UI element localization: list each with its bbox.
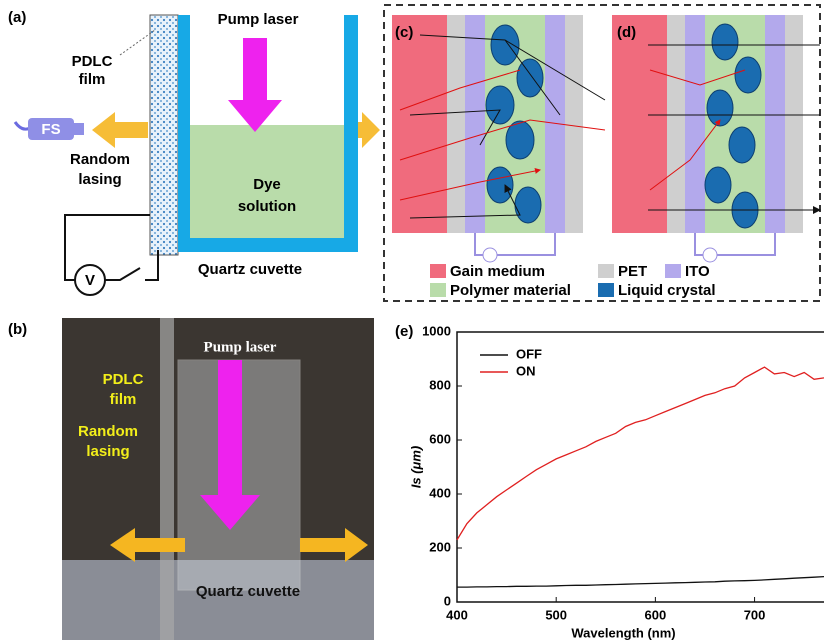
y-tick-label: 200	[429, 539, 451, 554]
label: Quartz cuvette	[196, 583, 300, 600]
label: PDLC	[103, 371, 144, 388]
pdlc-film	[150, 15, 178, 255]
label: PDLC	[72, 53, 113, 70]
photo-film	[160, 318, 174, 640]
legend-label: ON	[516, 363, 536, 378]
legend-label: PET	[618, 263, 647, 280]
label: lasing	[78, 171, 121, 188]
lc-droplet	[517, 59, 543, 97]
panel-label: (a)	[8, 9, 26, 26]
pet-layer	[667, 15, 685, 233]
y-tick-label: 800	[429, 377, 451, 392]
x-tick-label: 700	[744, 607, 766, 622]
lc-droplet	[486, 86, 514, 124]
lc-droplet	[712, 24, 738, 60]
panel-d: (d)	[612, 15, 820, 262]
y-tick-label: 0	[444, 593, 451, 608]
x-tick-label: 600	[645, 607, 667, 622]
label: Dye	[253, 176, 281, 193]
panel-label: (b)	[8, 321, 27, 338]
voltmeter	[703, 248, 717, 262]
legend-swatch	[598, 283, 614, 297]
lc-droplet	[729, 127, 755, 163]
legend-swatch	[598, 264, 614, 278]
label: lasing	[86, 443, 129, 460]
lc-droplet	[506, 121, 534, 159]
panel-label: (e)	[395, 323, 413, 340]
panel-label: (d)	[617, 24, 636, 41]
pet-layer	[785, 15, 803, 233]
legend-swatch	[430, 264, 446, 278]
y-tick-label: 1000	[422, 323, 451, 338]
lc-droplet	[487, 167, 513, 203]
x-tick-label: 400	[446, 607, 468, 622]
y-axis-label: Is (μm)	[408, 446, 423, 489]
x-tick-label: 500	[545, 607, 567, 622]
legend-label: ITO	[685, 263, 710, 280]
label: V	[85, 272, 95, 289]
panel-c: (c)	[392, 15, 605, 262]
label: film	[110, 391, 137, 408]
figure: (a) Pump laser PDLC film FS Random lasin…	[0, 0, 824, 644]
ito-layer	[465, 15, 485, 233]
panel-b: (b) Pump laser PDLC film Random Random l…	[8, 318, 374, 640]
label: film	[79, 71, 106, 88]
fs-tip	[74, 123, 84, 135]
legend-label: OFF	[516, 346, 542, 361]
lc-droplet	[491, 25, 519, 65]
y-tick-label: 400	[429, 485, 451, 500]
pet-layer	[447, 15, 465, 233]
legend-swatch	[430, 283, 446, 297]
label: Quartz cuvette	[198, 261, 302, 278]
lc-droplet	[515, 187, 541, 223]
label: solution	[238, 198, 296, 215]
label: Random	[78, 423, 138, 440]
legend-label: Liquid crystal	[618, 282, 716, 299]
panel-label: (c)	[395, 24, 413, 41]
label: Random	[70, 151, 130, 168]
lc-droplet	[735, 57, 761, 93]
label: Pump laser	[218, 11, 299, 28]
lc-droplet	[705, 167, 731, 203]
gain-layer	[612, 15, 667, 233]
legend-label: Gain medium	[450, 263, 545, 280]
ito-layer	[685, 15, 705, 233]
legend-label: Polymer material	[450, 282, 571, 299]
label: FS	[41, 121, 60, 138]
ito-layer	[765, 15, 785, 233]
x-axis-label: Wavelength (nm)	[571, 625, 675, 640]
label: Pump laser	[204, 339, 277, 355]
pet-layer	[565, 15, 583, 233]
legend-swatch	[665, 264, 681, 278]
voltmeter	[483, 248, 497, 262]
y-tick-label: 600	[429, 431, 451, 446]
